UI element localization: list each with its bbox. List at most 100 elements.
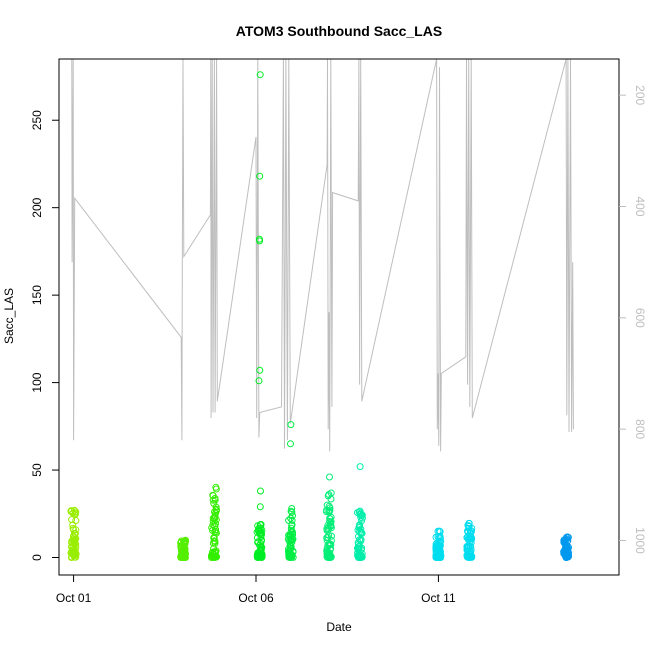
data-point — [178, 547, 186, 554]
data-point — [323, 547, 331, 555]
data-point — [254, 538, 262, 546]
data-point — [325, 502, 333, 510]
data-point — [328, 532, 335, 540]
data-point — [178, 549, 186, 557]
data-point — [67, 508, 75, 515]
data-point — [323, 534, 331, 542]
y-tick-label-1: 50 — [30, 463, 44, 477]
data-point — [358, 517, 366, 525]
data-point — [355, 508, 363, 516]
data-point — [212, 503, 220, 511]
outlier-point — [255, 377, 263, 385]
outlier-point — [287, 421, 295, 429]
y-tick-label-5: 250 — [30, 110, 44, 130]
data-point — [327, 541, 335, 549]
data-point — [464, 533, 472, 541]
y-tick-label-4: 200 — [30, 197, 44, 217]
data-point — [209, 496, 217, 504]
data-point — [560, 538, 568, 546]
y-tick-label-2: 100 — [30, 372, 44, 392]
data-point — [432, 542, 440, 550]
x-axis: Oct 01 Oct 06 Oct 11 — [56, 575, 456, 605]
data-point — [357, 529, 365, 537]
data-point — [564, 543, 572, 551]
data-point — [211, 494, 219, 502]
data-point — [288, 521, 296, 529]
data-point — [71, 539, 79, 546]
data-point — [355, 552, 363, 560]
data-point — [357, 510, 365, 518]
outlier-point — [256, 71, 264, 79]
data-point — [288, 508, 296, 516]
data-point — [287, 537, 295, 545]
data-point — [210, 499, 218, 507]
data-point — [324, 523, 332, 531]
data-point — [212, 553, 220, 561]
point-cluster-8 — [463, 519, 476, 561]
data-point — [256, 530, 264, 537]
outlier-point — [256, 503, 264, 511]
data-point — [69, 509, 77, 517]
data-point — [257, 537, 265, 545]
y-tick-label-0: 0 — [30, 554, 44, 561]
data-point — [209, 527, 217, 534]
data-point — [467, 527, 474, 535]
data-point — [211, 539, 219, 547]
data-point — [209, 549, 217, 557]
data-point — [289, 512, 296, 520]
outlier-point — [256, 366, 264, 374]
data-point — [72, 526, 80, 534]
plot-frame — [58, 58, 620, 576]
data-point — [434, 549, 442, 557]
data-point — [211, 512, 219, 520]
y-right-tick-label-4: 1000 — [633, 527, 647, 554]
y-axis-right: 200 400 600 800 1000 — [619, 85, 647, 554]
data-point — [432, 533, 440, 541]
data-point — [256, 527, 264, 535]
data-point — [179, 553, 187, 561]
outlier-point — [255, 235, 263, 243]
depth-trace-layer — [71, 58, 574, 452]
data-point — [354, 539, 362, 547]
data-point — [437, 538, 444, 545]
outlier-point — [356, 463, 364, 471]
data-point — [254, 554, 262, 561]
y-right-tick-label-1: 400 — [633, 196, 647, 216]
data-point — [465, 522, 473, 530]
data-point — [357, 546, 365, 554]
data-point — [72, 550, 79, 557]
data-point — [177, 538, 185, 546]
point-cluster-9 — [560, 533, 573, 561]
data-point — [285, 545, 292, 553]
outlier-point — [256, 172, 264, 180]
point-cluster-2 — [208, 483, 221, 561]
x-axis-label: Date — [326, 620, 352, 634]
y-tick-label-3: 150 — [30, 285, 44, 305]
data-point — [72, 517, 80, 525]
data-point — [68, 539, 76, 546]
point-cluster-6 — [354, 463, 366, 561]
data-point — [257, 545, 265, 553]
data-point — [564, 552, 572, 560]
y-axis-label: Sacc_LAS — [2, 288, 16, 344]
point-cluster-4 — [284, 421, 297, 561]
y-right-tick-label-0: 200 — [633, 85, 647, 105]
data-point — [356, 554, 364, 561]
data-point — [563, 550, 570, 558]
data-point — [285, 516, 293, 524]
x-tick-label-2: Oct 11 — [421, 591, 456, 605]
data-point — [212, 520, 219, 528]
chart-title: ATOM3 Southbound Sacc_LAS — [236, 23, 442, 39]
data-point — [357, 525, 365, 533]
data-point — [436, 540, 444, 548]
point-cluster-7 — [432, 527, 445, 561]
point-cluster-3 — [253, 71, 266, 561]
x-tick-label-0: Oct 01 — [56, 591, 92, 605]
data-point — [463, 552, 471, 560]
data-point — [70, 526, 78, 534]
y-right-tick-label-2: 600 — [633, 308, 647, 328]
data-point — [435, 533, 443, 541]
data-point — [257, 520, 265, 528]
data-point — [288, 505, 296, 512]
point-cluster-5 — [323, 473, 335, 561]
